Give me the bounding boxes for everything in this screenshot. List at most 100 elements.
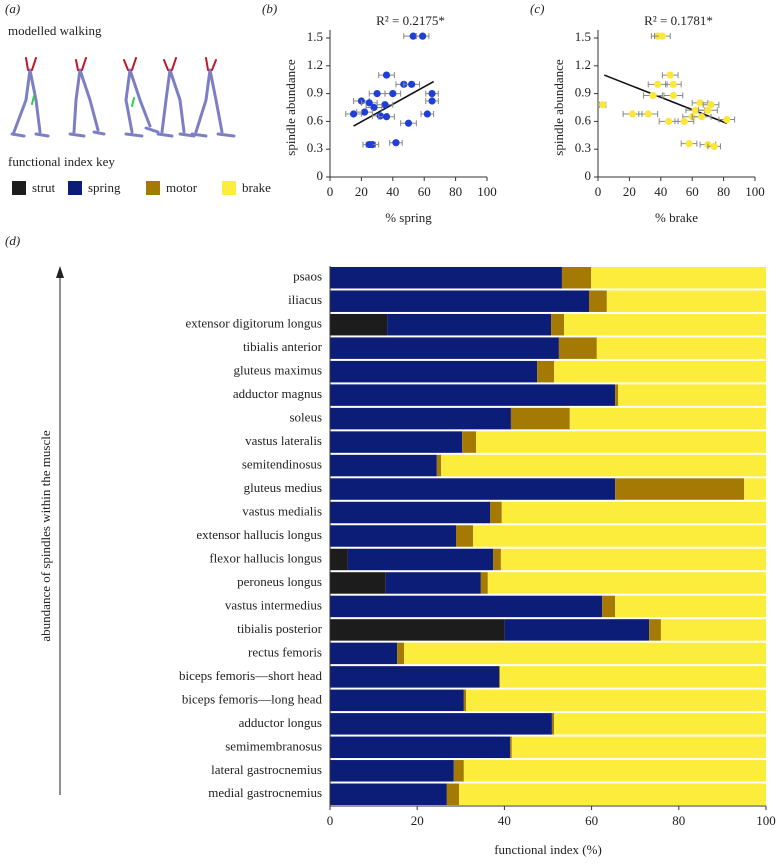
bar-segment: [330, 642, 398, 665]
y-axis-label: spindle abundance: [283, 59, 298, 156]
y-tick-label: extensor digitorum longus: [186, 316, 323, 331]
x-tick-label: 20: [623, 184, 636, 199]
x-tick-label: 60: [686, 184, 699, 199]
y-tick-label: adductor longus: [239, 715, 322, 730]
legend-swatch: [68, 181, 82, 195]
bar-segment: [569, 407, 766, 430]
point: [723, 115, 731, 124]
bar-segment: [330, 689, 464, 712]
y-tick-label: vastus intermedius: [225, 597, 322, 612]
point: [423, 110, 431, 118]
bar-segment: [564, 313, 766, 336]
y-tick-label: 0.3: [307, 140, 323, 155]
y-tick-label: iliacus: [288, 292, 322, 307]
bar-segment: [649, 619, 661, 641]
x-tick-label: 80: [672, 813, 685, 828]
point: [685, 140, 693, 148]
point: [365, 99, 373, 107]
bar-segment: [744, 478, 766, 500]
bar-segment: [554, 360, 766, 383]
x-tick-label: 60: [585, 813, 598, 828]
panel-title: modelled walking: [8, 23, 102, 38]
legend-label: motor: [166, 180, 198, 195]
bar-segment: [510, 407, 570, 430]
point: [669, 80, 677, 88]
x-tick-label: 0: [327, 184, 334, 199]
bar-segment: [510, 736, 512, 759]
legend: strut spring motor brake: [12, 180, 271, 195]
point: [381, 101, 389, 109]
y-axis-label: abundance of spindles within the muscle: [38, 430, 53, 641]
y-tick-label: vastus medialis: [242, 504, 322, 519]
trend-line: [603, 74, 728, 124]
bar-segment: [463, 760, 766, 782]
point: [428, 97, 436, 105]
point: [382, 113, 391, 121]
x-tick-label: 20: [355, 184, 368, 199]
bar-segment: [330, 431, 463, 453]
point: [665, 117, 673, 125]
bar-segment: [480, 572, 488, 594]
bar-segment: [330, 337, 559, 359]
key-title: functional index key: [8, 154, 115, 169]
point: [373, 90, 381, 98]
y-tick-label: flexor hallucis longus: [209, 550, 322, 565]
point: [704, 106, 712, 114]
y-tick-label: 1.5: [575, 29, 591, 44]
point: [680, 117, 688, 125]
y-tick-label: semimembranosus: [225, 738, 322, 753]
legend-label: strut: [32, 180, 56, 195]
y-tick-label: 0.6: [575, 112, 592, 127]
y-tick-label: rectus femoris: [248, 644, 322, 659]
bar-segment: [330, 525, 457, 547]
y-tick-label: 1.5: [307, 29, 323, 44]
bar-segment: [487, 572, 766, 594]
y-tick-label: tibialis anterior: [243, 339, 323, 354]
bar-segment: [554, 713, 766, 735]
bar-segment: [330, 313, 388, 336]
bar-segment: [330, 548, 348, 571]
bar-segment: [330, 267, 562, 289]
bar-segment: [397, 642, 405, 665]
bar-segment: [330, 595, 603, 618]
point: [707, 101, 715, 109]
bar-segment: [606, 290, 766, 312]
point: [349, 110, 358, 118]
point: [669, 91, 677, 100]
arrow-head: [56, 266, 64, 278]
y-tick-label: 0.9: [307, 85, 323, 100]
bar-segment: [330, 501, 491, 524]
x-tick-label: 80: [717, 184, 730, 199]
y-tick-label: tibialis posterior: [237, 621, 323, 636]
y-tick-label: 1.2: [575, 57, 591, 72]
bar-segment: [615, 595, 766, 618]
bar-segment: [500, 666, 766, 688]
point: [696, 99, 704, 107]
panel-label: (d): [5, 233, 20, 248]
point: [365, 140, 373, 149]
bar-segment: [602, 595, 616, 618]
bar-segment: [387, 313, 552, 336]
x-axis-label: % spring: [385, 210, 432, 225]
point: [644, 110, 652, 118]
bar-segment: [500, 548, 766, 571]
panel-label: (c): [530, 1, 544, 16]
point: [370, 103, 378, 112]
bar-segment: [453, 760, 464, 782]
bar-segment: [385, 572, 481, 594]
bar-segment: [615, 384, 619, 406]
bar-segment: [462, 431, 477, 453]
bar-segment: [537, 360, 555, 383]
bar-segment: [456, 525, 474, 547]
point: [408, 80, 416, 88]
point: [658, 32, 666, 40]
y-tick-label: biceps femoris—short head: [179, 668, 322, 683]
bar-segment: [551, 313, 565, 336]
point: [389, 90, 397, 98]
y-tick-label: soleus: [290, 410, 323, 425]
panel-label: (b): [262, 1, 277, 16]
x-tick-label: 40: [498, 813, 511, 828]
point: [404, 119, 413, 127]
x-tick-label: 20: [411, 813, 424, 828]
